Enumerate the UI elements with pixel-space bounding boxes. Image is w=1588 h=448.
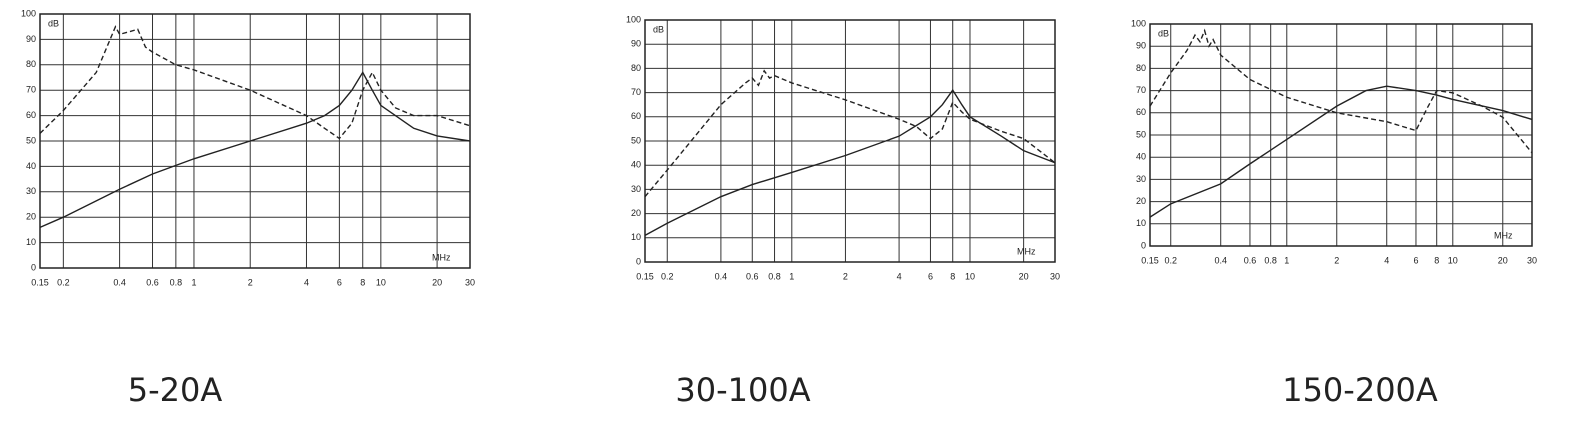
y-axis-label: dB — [1158, 28, 1169, 38]
y-tick-label: 50 — [631, 135, 641, 145]
y-tick-label: 0 — [636, 256, 641, 266]
y-tick-label: 20 — [631, 208, 641, 218]
x-tick-label: 30 — [465, 277, 475, 287]
x-tick-label: 8 — [360, 277, 365, 287]
y-tick-label: 10 — [26, 237, 36, 247]
series-line — [39, 71, 471, 229]
x-tick-label: 6 — [928, 271, 933, 281]
x-tick-label: 10 — [376, 277, 386, 287]
x-tick-label: 0.6 — [146, 277, 159, 287]
plot-frame — [1149, 23, 1533, 247]
x-tick-label: 0.8 — [170, 277, 183, 287]
x-tick-label: 0.15 — [31, 277, 49, 287]
y-axis-label: dB — [653, 24, 664, 34]
x-tick-label: 10 — [1448, 255, 1458, 265]
x-tick-label: 4 — [1384, 255, 1389, 265]
chart-caption: 5-20A — [128, 371, 223, 409]
y-tick-label: 50 — [26, 135, 36, 145]
y-tick-label: 30 — [1136, 174, 1146, 184]
y-tick-label: 80 — [26, 59, 36, 69]
x-tick-label: 20 — [1019, 271, 1029, 281]
x-tick-label: 0.2 — [1164, 255, 1177, 265]
x-tick-label: 2 — [1334, 255, 1339, 265]
x-tick-label: 30 — [1050, 271, 1060, 281]
x-tick-label: 6 — [337, 277, 342, 287]
x-tick-label: 0.15 — [636, 271, 654, 281]
x-tick-label: 4 — [897, 271, 902, 281]
series-line — [1149, 28, 1533, 154]
y-tick-label: 100 — [1131, 18, 1146, 28]
y-tick-label: 70 — [26, 85, 36, 95]
y-tick-label: 80 — [631, 63, 641, 73]
y-axis-label: dB — [48, 18, 59, 28]
y-tick-label: 100 — [626, 14, 641, 24]
y-tick-label: 0 — [31, 262, 36, 272]
y-tick-label: 10 — [631, 232, 641, 242]
x-axis-label: MHz — [1494, 230, 1513, 240]
x-tick-label: 0.8 — [768, 271, 781, 281]
series-line — [1149, 85, 1533, 218]
y-tick-label: 70 — [631, 87, 641, 97]
x-tick-label: 0.6 — [746, 271, 759, 281]
y-tick-label: 40 — [26, 161, 36, 171]
x-tick-label: 0.4 — [113, 277, 126, 287]
x-tick-label: 0.6 — [1244, 255, 1257, 265]
y-tick-label: 10 — [1136, 218, 1146, 228]
y-tick-label: 90 — [1136, 41, 1146, 51]
x-tick-label: 30 — [1527, 255, 1537, 265]
y-tick-label: 90 — [631, 39, 641, 49]
series-line — [644, 69, 1056, 198]
plot-frame — [644, 19, 1056, 263]
y-tick-label: 20 — [26, 212, 36, 222]
y-tick-label: 20 — [1136, 196, 1146, 206]
x-tick-label: 2 — [248, 277, 253, 287]
x-tick-label: 8 — [950, 271, 955, 281]
x-axis-label: MHz — [432, 252, 451, 262]
series-line — [39, 25, 471, 140]
y-tick-label: 50 — [1136, 129, 1146, 139]
x-tick-label: 8 — [1434, 255, 1439, 265]
y-tick-label: 60 — [631, 111, 641, 121]
y-tick-label: 70 — [1136, 85, 1146, 95]
x-tick-label: 1 — [789, 271, 794, 281]
x-tick-label: 0.4 — [1214, 255, 1227, 265]
x-axis-label: MHz — [1017, 246, 1036, 256]
y-tick-label: 30 — [26, 186, 36, 196]
y-tick-label: 100 — [21, 8, 36, 18]
series-line — [644, 88, 1056, 236]
x-tick-label: 20 — [1498, 255, 1508, 265]
x-tick-label: 0.15 — [1141, 255, 1159, 265]
x-tick-label: 10 — [965, 271, 975, 281]
chart-caption: 30-100A — [675, 371, 810, 409]
x-tick-label: 0.2 — [661, 271, 674, 281]
y-tick-label: 60 — [1136, 107, 1146, 117]
x-tick-label: 0.8 — [1264, 255, 1277, 265]
y-tick-label: 30 — [631, 184, 641, 194]
x-tick-label: 20 — [432, 277, 442, 287]
x-tick-label: 1 — [191, 277, 196, 287]
y-tick-label: 80 — [1136, 63, 1146, 73]
x-tick-label: 0.2 — [57, 277, 70, 287]
y-tick-label: 0 — [1141, 240, 1146, 250]
x-tick-label: 0.4 — [715, 271, 728, 281]
chart-caption: 150-200A — [1282, 371, 1438, 409]
y-tick-label: 40 — [1136, 152, 1146, 162]
x-tick-label: 4 — [304, 277, 309, 287]
x-tick-label: 1 — [1284, 255, 1289, 265]
x-tick-label: 6 — [1413, 255, 1418, 265]
y-tick-label: 90 — [26, 34, 36, 44]
y-tick-label: 60 — [26, 110, 36, 120]
y-tick-label: 40 — [631, 160, 641, 170]
x-tick-label: 2 — [843, 271, 848, 281]
